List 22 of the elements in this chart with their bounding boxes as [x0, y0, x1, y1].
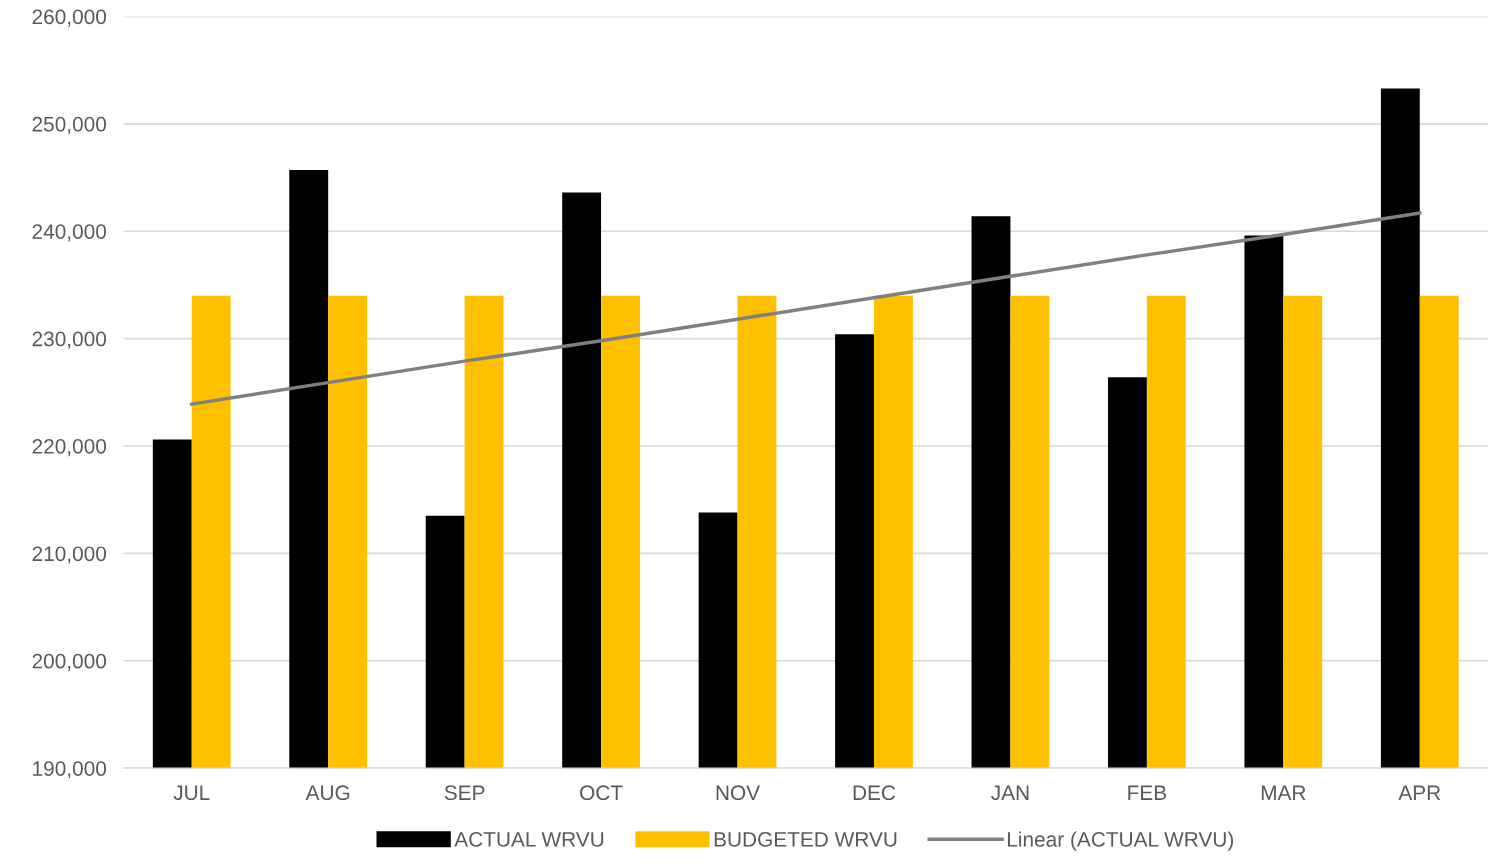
- x-tick-label: JAN: [991, 785, 1029, 801]
- x-tick-label: FEB: [1128, 785, 1167, 800]
- x-tick-label: DEC: [853, 785, 896, 801]
- x-tick-label: MAR: [1261, 785, 1306, 800]
- y-tick-label: 220,000: [32, 438, 107, 457]
- legend-label: ACTUAL WRVU: [454, 832, 604, 847]
- x-tick-label: AUG: [305, 785, 350, 801]
- y-tick-label: 260,000: [32, 9, 107, 27]
- y-tick-label: 250,000: [32, 116, 107, 135]
- legend-label: BUDGETED WRVU: [714, 832, 897, 847]
- x-tick-label: NOV: [716, 785, 761, 801]
- line-series: [189, 211, 1422, 406]
- y-tick-label: 190,000: [33, 761, 107, 779]
- y-tick-label: 240,000: [32, 224, 107, 242]
- x-tick-label: JUL: [173, 785, 210, 801]
- x-tick-label: APR: [1398, 785, 1441, 800]
- y-tick-label: 230,000: [32, 331, 107, 349]
- legend-label: Linear (ACTUAL WRVU): [1007, 831, 1234, 851]
- y-tick-label: 200,000: [32, 653, 107, 671]
- x-tick-label: OCT: [580, 785, 623, 801]
- x-tick-label: SEP: [444, 785, 485, 801]
- y-tick-label: 210,000: [32, 546, 107, 564]
